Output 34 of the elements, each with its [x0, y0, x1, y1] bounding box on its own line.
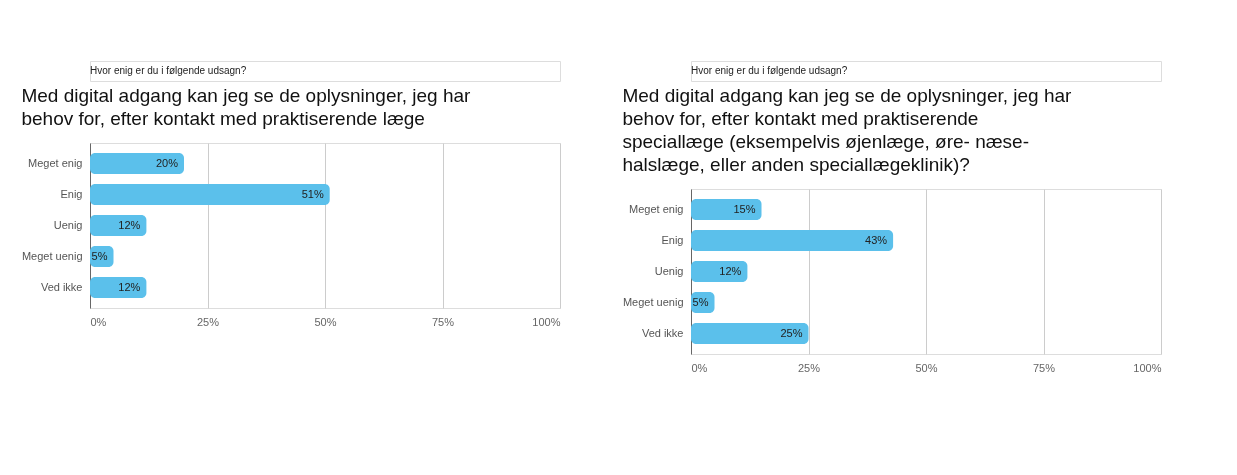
y-tick-label: Meget enig [629, 203, 684, 215]
y-tick-label: Meget uenig [622, 296, 684, 308]
x-tick-label: 100% [1133, 361, 1162, 374]
data-label: 5% [692, 295, 709, 308]
data-label: 15% [733, 202, 756, 215]
data-label: 12% [118, 280, 141, 293]
x-tick-label: 75% [1032, 361, 1056, 374]
x-tick-label: 25% [196, 315, 220, 328]
y-tick-label: Ved ikke [641, 327, 684, 339]
y-tick-label: Meget uenig [21, 250, 83, 262]
x-tick-label: 50% [915, 361, 938, 374]
data-label: 25% [780, 326, 803, 339]
x-tick-label: 25% [797, 361, 821, 374]
y-tick-label: Enig [60, 188, 83, 200]
y-tick-label: Enig [661, 234, 684, 246]
y-tick-label: Uenig [53, 219, 83, 231]
y-tick-label: Meget enig [28, 157, 83, 169]
data-label: 5% [91, 249, 108, 262]
data-label: 20% [155, 156, 179, 169]
chart-subtitle: Hvor enig er du i følgende udsagn? [691, 65, 848, 76]
chart-subtitle: Hvor enig er du i følgende udsagn? [90, 65, 247, 76]
data-label: 51% [301, 187, 324, 200]
chart-title: Med digital adgang kan jeg se de oplysninger, jeg har behov for, efter kontakt med praktiserende læge [21, 85, 472, 129]
data-label: 12% [118, 218, 141, 231]
data-label: 43% [865, 233, 888, 246]
x-tick-label: 0% [691, 361, 708, 374]
x-tick-label: 50% [314, 315, 337, 328]
y-tick-label: Uenig [654, 265, 684, 277]
chart-title: Med digital adgang kan jeg se de oplysninger, jeg har behov for, efter kontakt med praktiserende speciallæge (eksempelvis øjenlæge, øre- næse-halslæge, eller anden speciallægeklinik)? [622, 85, 1073, 175]
x-tick-label: 0% [90, 315, 107, 328]
x-tick-label: 75% [431, 315, 455, 328]
y-tick-label: Ved ikke [40, 281, 83, 293]
x-tick-label: 100% [532, 315, 561, 328]
data-label: 12% [719, 264, 742, 277]
